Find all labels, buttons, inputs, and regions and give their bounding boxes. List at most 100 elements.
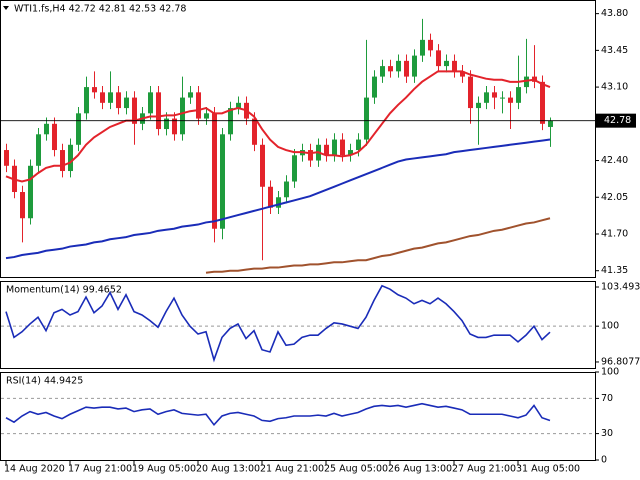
candle-body <box>500 97 505 99</box>
candle-body <box>252 118 257 145</box>
candle-body <box>84 87 89 114</box>
y-tick-label: 42.40 <box>601 155 628 166</box>
y-tick-label: 43.45 <box>601 45 628 56</box>
candle-body <box>260 144 265 187</box>
rsi-panel <box>0 372 596 461</box>
indicator-line <box>5 284 551 363</box>
candle-body <box>212 113 217 229</box>
price-label: 42.78 <box>604 115 631 126</box>
y-tick-label: 103.4936 <box>601 282 640 293</box>
candle-body <box>364 97 369 140</box>
candle-body <box>276 197 281 208</box>
candle-body <box>476 102 481 109</box>
y-tick-label: 43.10 <box>601 82 628 93</box>
candle-body <box>116 92 121 109</box>
candle-body <box>540 81 545 124</box>
candle-body <box>20 192 25 219</box>
candle-body <box>340 139 345 156</box>
x-tick-label: 14 Aug 2020 <box>4 464 65 475</box>
candle-body <box>524 76 529 88</box>
indicator-line <box>5 402 551 427</box>
candle-body <box>492 92 497 98</box>
candle-body <box>188 92 193 98</box>
candle-body <box>76 113 81 145</box>
moving-average <box>5 70 551 183</box>
candle-body <box>132 97 137 124</box>
momentum-title: Momentum(14) 99.4652 <box>6 285 122 296</box>
candle-body <box>68 144 73 172</box>
y-tick-label: 41.35 <box>601 265 628 276</box>
menu-arrow <box>3 6 9 10</box>
y-tick-label: 41.70 <box>601 228 628 239</box>
candle-body <box>180 97 185 135</box>
plot-area <box>5 402 551 427</box>
candle-body <box>100 92 105 103</box>
candle-body <box>236 102 241 109</box>
candle-body <box>148 92 153 114</box>
candle-body <box>156 92 161 130</box>
candle-body <box>164 118 169 130</box>
candle-body <box>268 186 273 208</box>
candle-body <box>404 60 409 77</box>
candle-body <box>452 60 457 72</box>
rsi-title: RSI(14) 44.9425 <box>6 376 83 387</box>
candle-body <box>36 134 41 166</box>
candle-body <box>356 139 361 151</box>
candle-body <box>396 60 401 72</box>
candle-body <box>548 120 553 127</box>
chart-title: WTI1.fs,H4 42.72 42.81 42.53 42.78 <box>14 4 186 15</box>
moving-average <box>205 217 551 274</box>
y-tick-label: 0 <box>601 455 607 466</box>
y-tick-label: 96.8077 <box>601 356 640 367</box>
candle-body <box>380 66 385 77</box>
y-tick-label: 100 <box>601 367 619 378</box>
x-tick-label: 31 Aug 05:00 <box>516 464 580 475</box>
candle-body <box>412 55 417 77</box>
x-tick-label: 19 Aug 05:00 <box>132 464 196 475</box>
candle-body <box>44 123 49 135</box>
candle-body <box>348 150 353 156</box>
candle-body <box>60 150 65 172</box>
y-tick-label: 42.05 <box>601 192 628 203</box>
candle-body <box>292 155 297 182</box>
candle-body <box>28 165 33 219</box>
candle-body <box>428 39 433 51</box>
y-tick-label: 30 <box>601 428 613 439</box>
x-tick-label: 25 Aug 05:00 <box>324 464 388 475</box>
x-tick-label: 26 Aug 13:00 <box>388 464 452 475</box>
candle-body <box>388 66 393 72</box>
x-tick-label: 21 Aug 21:00 <box>260 464 324 475</box>
candle-body <box>108 92 113 103</box>
candle-body <box>52 123 57 151</box>
candle-body <box>468 76 473 109</box>
y-tick-label: 100 <box>601 321 619 332</box>
x-tick-label: 17 Aug 21:00 <box>68 464 132 475</box>
candle-body <box>220 134 225 229</box>
candle-body <box>516 87 521 103</box>
candle-body <box>92 87 97 93</box>
candle-body <box>196 92 201 119</box>
candle-body <box>420 39 425 56</box>
plot-area <box>5 284 551 363</box>
price-panel <box>0 0 596 278</box>
candle-body <box>460 71 465 77</box>
candle-body <box>228 108 233 135</box>
moving-average <box>5 138 551 260</box>
price-label-box <box>596 113 636 128</box>
candle-body <box>124 97 129 109</box>
candle-body <box>444 60 449 67</box>
candle-body <box>308 150 313 161</box>
x-tick-label: 27 Aug 21:00 <box>452 464 516 475</box>
candle-body <box>436 50 441 67</box>
candle-body <box>484 92 489 103</box>
y-tick-label: 70 <box>601 393 613 404</box>
momentum-panel <box>0 281 596 369</box>
y-tick-label: 43.80 <box>601 8 628 19</box>
candle-body <box>324 144 329 156</box>
candle-body <box>4 150 9 166</box>
candle-body <box>172 118 177 135</box>
candle-body <box>284 181 289 198</box>
plot-area <box>4 18 553 274</box>
candle-body <box>508 97 513 103</box>
